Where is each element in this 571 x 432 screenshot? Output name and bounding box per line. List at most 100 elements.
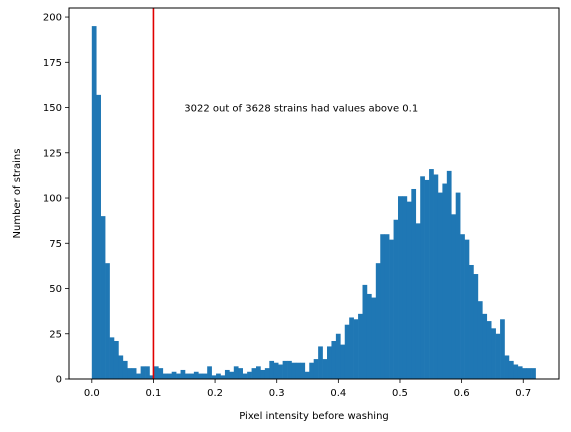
x-tick-label: 0.2 bbox=[207, 388, 223, 399]
histogram-bar bbox=[380, 234, 385, 379]
histogram-bar bbox=[109, 337, 115, 379]
x-axis-ticks: 0.0 0.1 0.2 0.3 0.4 0.5 0.6 0.7 bbox=[84, 379, 531, 399]
histogram-bar bbox=[406, 201, 412, 379]
histogram-bar bbox=[513, 364, 519, 379]
histogram-bar bbox=[140, 366, 146, 379]
histogram-bar bbox=[256, 366, 261, 379]
y-tick-label: 50 bbox=[49, 284, 62, 295]
histogram-bar bbox=[189, 373, 195, 379]
histogram-bar bbox=[162, 373, 168, 379]
annotation-text: 3022 out of 3628 strains had values abov… bbox=[184, 104, 418, 115]
histogram-bar bbox=[264, 368, 270, 379]
histogram-bar bbox=[118, 355, 124, 379]
histogram-bar bbox=[495, 333, 501, 379]
histogram-bar bbox=[504, 355, 510, 379]
x-tick-label: 0.7 bbox=[515, 388, 531, 399]
histogram-bar bbox=[402, 196, 408, 379]
histogram-bar bbox=[393, 219, 399, 379]
histogram-bar bbox=[207, 366, 212, 379]
x-tick-label: 0.3 bbox=[269, 388, 285, 399]
histogram-bar bbox=[526, 368, 532, 379]
histogram-bar bbox=[105, 263, 110, 379]
histogram-bar bbox=[309, 362, 314, 379]
histogram-bar bbox=[411, 188, 417, 379]
y-tick-label: 100 bbox=[43, 194, 62, 205]
histogram-bar bbox=[171, 371, 177, 379]
x-tick-label: 0.6 bbox=[454, 388, 470, 399]
histogram-bar bbox=[433, 174, 439, 379]
x-tick-label: 0.1 bbox=[145, 388, 161, 399]
histogram-bar bbox=[362, 284, 368, 379]
histogram-bar bbox=[167, 373, 172, 379]
histogram-bar bbox=[291, 362, 297, 379]
histogram-bar bbox=[131, 368, 137, 379]
histogram-bar bbox=[273, 362, 279, 379]
y-tick-label: 75 bbox=[49, 239, 62, 250]
histogram-bar bbox=[389, 239, 394, 379]
y-tick-label: 0 bbox=[56, 375, 62, 386]
histogram-bar bbox=[269, 360, 275, 379]
histogram-bar bbox=[229, 371, 235, 379]
histogram-bar bbox=[375, 263, 381, 379]
x-tick-label: 0.4 bbox=[330, 388, 346, 399]
histogram-bar bbox=[158, 368, 164, 379]
histogram-bar bbox=[371, 297, 377, 379]
histogram-bar bbox=[224, 369, 230, 379]
histogram-bar bbox=[486, 321, 492, 379]
histogram-bar bbox=[349, 317, 354, 379]
y-tick-label: 175 bbox=[43, 58, 62, 69]
histogram-bar bbox=[460, 234, 465, 379]
histogram-bar bbox=[517, 366, 523, 379]
histogram-bars bbox=[91, 26, 536, 380]
histogram-bar bbox=[153, 366, 159, 379]
histogram-bar bbox=[242, 373, 248, 379]
y-tick-label: 200 bbox=[43, 13, 62, 24]
histogram-bar bbox=[313, 359, 319, 379]
x-tick-label: 0.5 bbox=[392, 388, 408, 399]
histogram-bar bbox=[318, 346, 323, 379]
y-axis-label: Number of strains bbox=[12, 149, 23, 239]
histogram-bar bbox=[127, 368, 133, 379]
histogram-bar bbox=[429, 169, 434, 379]
histogram-bar bbox=[202, 373, 208, 379]
histogram-bar bbox=[149, 375, 155, 379]
histogram-bar bbox=[300, 362, 306, 379]
histogram-bar bbox=[531, 368, 536, 379]
histogram-bar bbox=[304, 371, 310, 379]
histogram-bar bbox=[331, 340, 337, 379]
histogram-bar bbox=[136, 373, 141, 379]
y-tick-label: 125 bbox=[43, 148, 62, 159]
histogram-bar bbox=[477, 301, 483, 379]
histogram-bar bbox=[398, 196, 403, 379]
histogram-bar bbox=[446, 170, 452, 379]
histogram-bar bbox=[455, 192, 461, 379]
histogram-bar bbox=[482, 313, 488, 379]
histogram-bar bbox=[198, 373, 204, 379]
histogram-bar bbox=[176, 373, 181, 379]
y-axis-ticks: 0 25 50 75 100 125 150 175 200 bbox=[43, 13, 69, 386]
histogram-bar bbox=[327, 346, 332, 379]
histogram-bar bbox=[469, 264, 474, 379]
histogram-bar bbox=[184, 373, 190, 379]
histogram-bar bbox=[233, 366, 239, 379]
histogram-bar bbox=[322, 359, 328, 379]
histogram-bar bbox=[278, 364, 283, 379]
y-tick-label: 150 bbox=[43, 103, 62, 114]
histogram-bar bbox=[451, 214, 456, 379]
histogram-bar bbox=[508, 360, 514, 379]
histogram-bar bbox=[220, 375, 226, 379]
histogram-bar bbox=[211, 375, 217, 379]
histogram-bar bbox=[415, 223, 421, 379]
histogram-bar bbox=[122, 360, 128, 379]
y-tick-label: 25 bbox=[49, 329, 62, 340]
histogram-bar bbox=[145, 366, 150, 379]
histogram-bar bbox=[424, 179, 430, 379]
histogram-bar bbox=[260, 369, 266, 379]
histogram-bar bbox=[420, 176, 425, 379]
histogram-bar bbox=[464, 239, 470, 379]
histogram-bar bbox=[251, 368, 257, 379]
histogram-bar bbox=[91, 26, 97, 379]
histogram-bar bbox=[491, 328, 496, 379]
histogram-bar bbox=[522, 368, 528, 379]
